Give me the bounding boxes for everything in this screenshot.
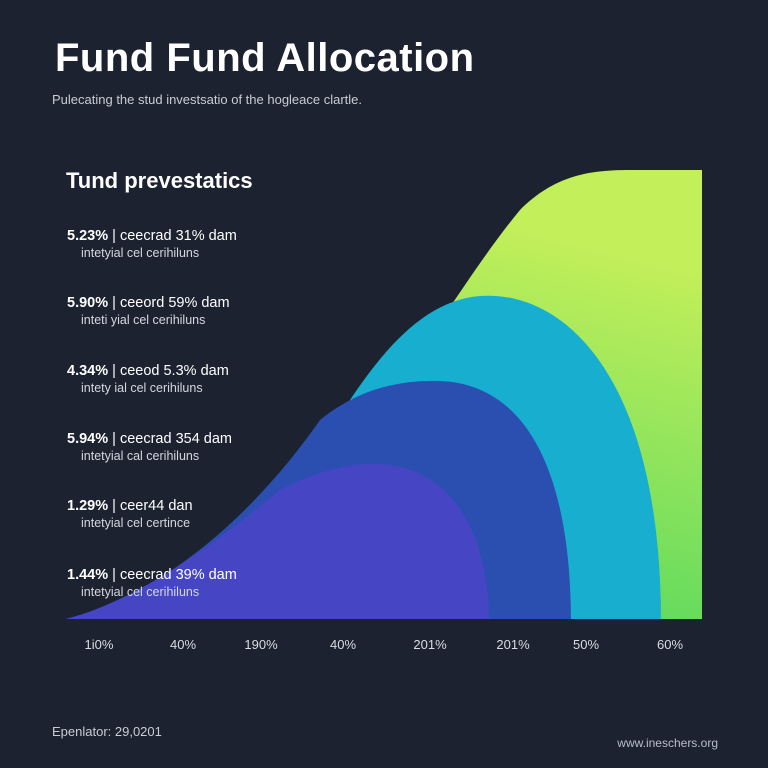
stat-main-line: 5.94% | ceecrad 354 dam [67,431,232,447]
stat-item: 4.34% | ceeod 5.3% dam intety ial cel ce… [67,363,229,395]
stat-subtext: intetyial cal cerihiluns [81,449,200,463]
stat-description: | ceecrad 354 dam [112,431,232,447]
stat-value: 1.29% [67,498,109,514]
stat-subtext: intetyial cel cerihiluns [81,585,200,599]
stat-item: 5.90% | ceeord 59% dam inteti yial cel c… [67,295,230,327]
chart-layer-violet [66,463,489,619]
page-subtitle: Pulecating the stud investsatio of the h… [52,92,363,107]
footer-website-link[interactable]: www.ineschers.org [617,736,718,750]
stat-item: 1.44% | ceecrad 39% dam intetyial cel ce… [67,567,237,599]
stat-description: | ceeod 5.3% dam [112,363,229,379]
stat-item: 1.29% | ceer44 dan intetyial cel certinc… [67,498,193,530]
stat-main-line: 1.29% | ceer44 dan [67,498,193,514]
page-title: Fund Fund Allocation [55,36,475,80]
stat-main-line: 4.34% | ceeod 5.3% dam [67,363,229,379]
stat-subtext: intety ial cel cerihiluns [81,381,203,395]
x-axis-tick-label: 1i0% [84,637,114,652]
x-axis-tick-label: 201% [496,637,530,652]
x-axis-tick-label: 201% [413,637,447,652]
stat-value: 5.23% [67,228,109,244]
stat-item: 5.94% | ceecrad 354 dam intetyial cal ce… [67,431,232,463]
footer-note: Epenlator: 29,0201 [52,724,162,739]
x-axis-tick-label: 60% [656,637,684,652]
stat-value: 5.90% [67,295,109,311]
x-axis-tick-label: 40% [169,637,197,652]
stat-subtext: inteti yial cel cerihiluns [81,313,206,327]
stat-description: | ceecrad 31% dam [112,228,237,244]
x-axis-tick-label: 190% [244,637,278,652]
stat-description: | ceecrad 39% dam [112,567,237,583]
stat-subtext: intetyial cel certince [81,516,191,530]
panel-heading: Tund prevestatics [66,168,253,193]
x-axis-tick-label: 40% [329,637,357,652]
stat-description: | ceer44 dan [112,498,193,514]
stat-item: 5.23% | ceecrad 31% dam intetyial cel ce… [67,228,237,260]
stat-description: | ceeord 59% dam [112,295,230,311]
stat-main-line: 1.44% | ceecrad 39% dam [67,567,237,583]
stat-main-line: 5.90% | ceeord 59% dam [67,295,230,311]
stat-value: 1.44% [67,567,109,583]
stat-subtext: intetyial cel cerihiluns [81,246,200,260]
stat-main-line: 5.23% | ceecrad 31% dam [67,228,237,244]
stat-value: 4.34% [67,363,109,379]
stat-value: 5.94% [67,431,109,447]
x-axis-tick-label: 50% [572,637,600,652]
